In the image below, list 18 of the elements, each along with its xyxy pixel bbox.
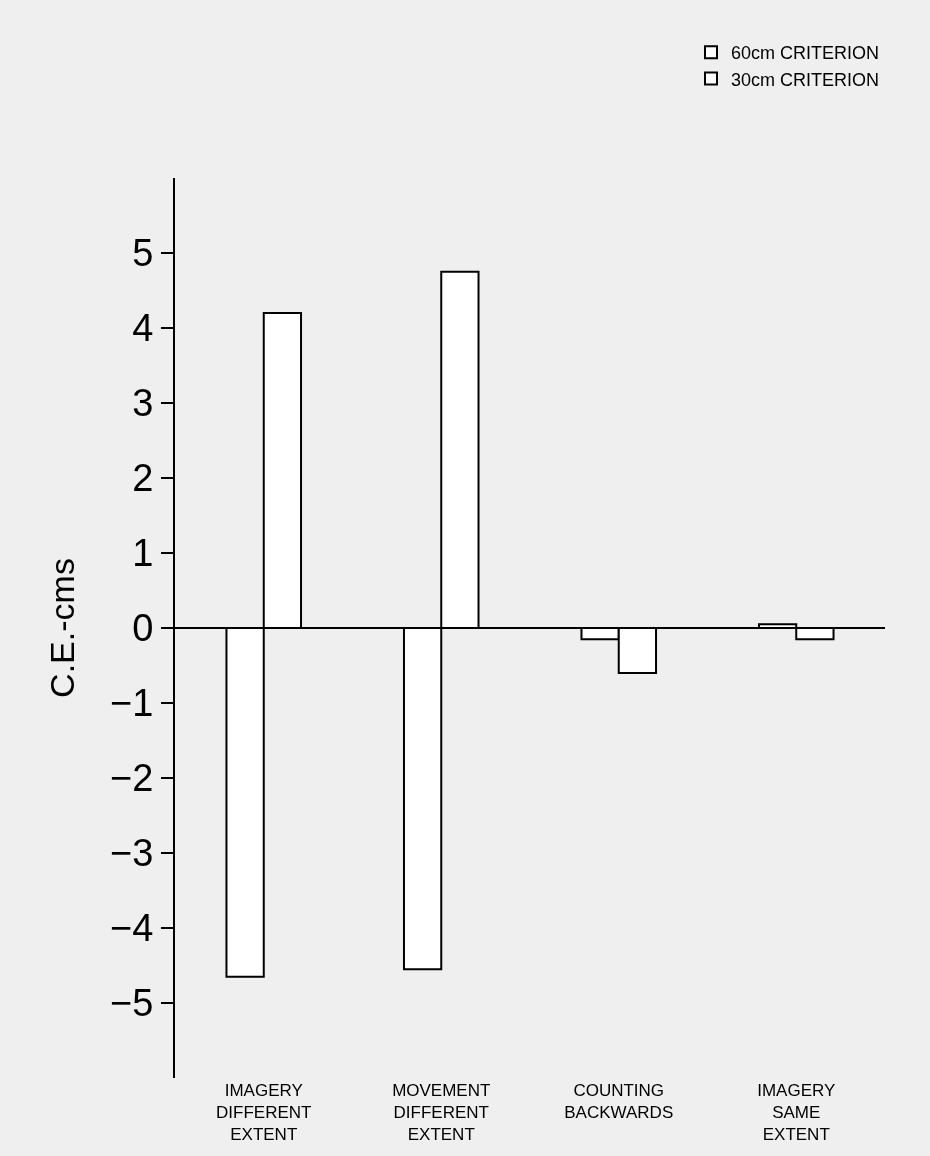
y-tick-label: 1 — [132, 532, 154, 575]
y-tick-label: 0 — [132, 607, 154, 650]
y-tick-label: −4 — [110, 907, 154, 950]
y-tick-label: 2 — [132, 457, 154, 500]
y-tick-label: −2 — [110, 757, 154, 800]
legend-label: 60cm CRITERION — [731, 43, 880, 64]
x-tick-label: MOVEMENT DIFFERENT EXTENT — [392, 1081, 491, 1145]
y-tick-label: −5 — [110, 982, 154, 1025]
y-tick-label: −1 — [110, 682, 154, 725]
y-axis-title: C.E.-cms — [43, 558, 82, 698]
y-tick-label: 5 — [132, 232, 154, 275]
legend-label: 30cm CRITERION — [731, 69, 880, 90]
x-tick-label: IMAGERY SAME EXTENT — [757, 1081, 836, 1145]
y-tick-label: 3 — [132, 382, 154, 425]
x-tick-label: IMAGERY DIFFERENT EXTENT — [216, 1081, 312, 1145]
x-tick-label: COUNTING BACKWARDS — [564, 1081, 674, 1123]
y-tick-label: 4 — [132, 307, 154, 350]
y-tick-label: −3 — [110, 832, 154, 875]
